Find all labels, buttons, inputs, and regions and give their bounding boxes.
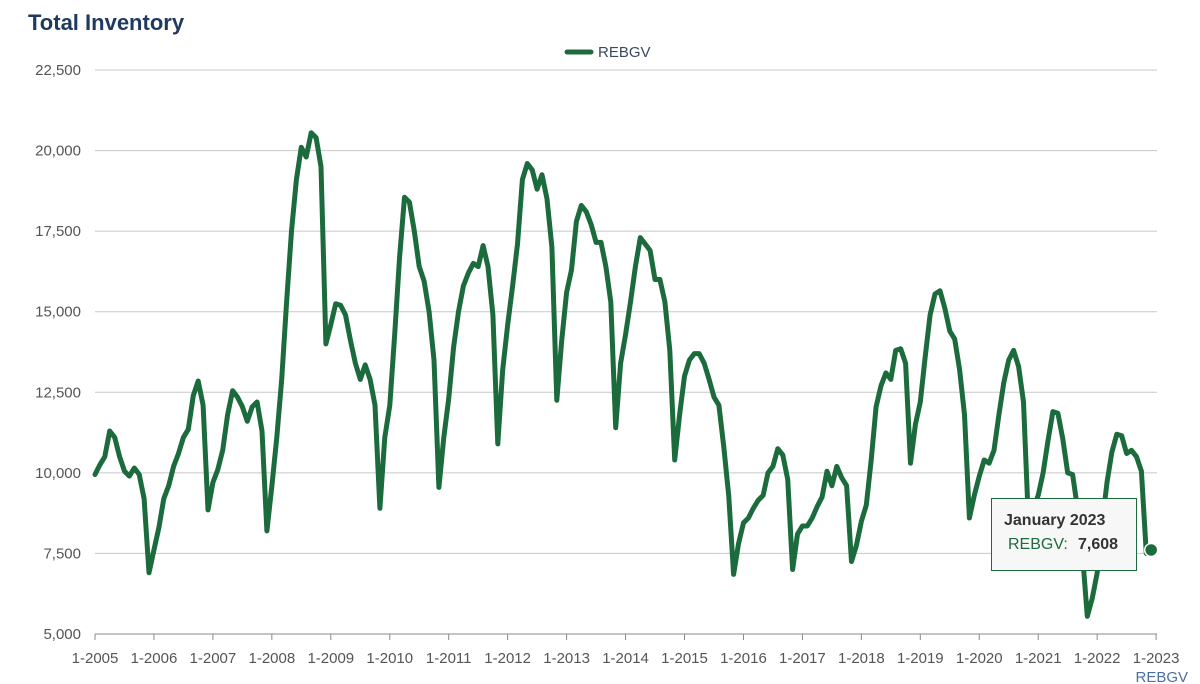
tooltip-title: January 2023: [1004, 512, 1106, 529]
y-tick-label: 10,000: [35, 465, 81, 482]
legend[interactable]: REBGV: [564, 44, 651, 61]
y-axis-labels: 5,000 7,500 10,000 12,500 15,000 17,500 20,000…: [35, 62, 81, 643]
x-tick-label: 1-2018: [838, 650, 885, 667]
x-tick-label: 1-2021: [1015, 650, 1062, 667]
x-tick-label: 1-2019: [897, 650, 944, 667]
series-line-rebgv[interactable]: [92, 130, 1154, 619]
y-tick-label: 22,500: [35, 62, 81, 79]
x-tick-label: 1-2020: [956, 650, 1003, 667]
legend-label-rebgv: REBGV: [598, 44, 651, 61]
x-tick-label: 1-2010: [366, 650, 413, 667]
tooltip-value: 7,608: [1078, 536, 1119, 553]
x-tick-label: 1-2013: [543, 650, 590, 667]
y-tick-label: 5,000: [43, 626, 81, 643]
x-tick-label: 1-2012: [484, 650, 531, 667]
y-tick-label: 17,500: [35, 223, 81, 240]
y-tick-label: 7,500: [43, 545, 81, 562]
x-tick-label: 1-2007: [190, 650, 237, 667]
x-tick-label: 1-2015: [661, 650, 708, 667]
y-tick-label: 15,000: [35, 304, 81, 321]
x-axis: 1-2005 1-2006 1-2007 1-2008 1-2009 1-2010 1-20…: [72, 634, 1180, 667]
series-layer: [92, 130, 1159, 619]
x-tick-label: 1-2011: [426, 650, 472, 667]
x-tick-label: 1-2016: [720, 650, 767, 667]
data-tooltip: January 2023 REBGV: 7,608: [991, 498, 1137, 571]
x-tick-label: 1-2009: [307, 650, 354, 667]
x-tick-label: 1-2017: [779, 650, 826, 667]
x-tick-label: 1-2006: [131, 650, 178, 667]
chart-credit[interactable]: REBGV: [1135, 669, 1188, 684]
x-tick-label: 1-2014: [602, 650, 649, 667]
x-tick-label: 1-2005: [72, 650, 119, 667]
x-tick-label: 1-2023: [1133, 650, 1180, 667]
x-tick-label: 1-2022: [1074, 650, 1121, 667]
y-tick-label: 12,500: [35, 384, 81, 401]
x-tick-label: 1-2008: [248, 650, 295, 667]
highlighted-data-point[interactable]: [1143, 542, 1159, 558]
tooltip-series-label: REBGV:: [1008, 536, 1068, 553]
y-tick-label: 20,000: [35, 143, 81, 160]
chart-title: Total Inventory: [28, 10, 185, 35]
grid-lines: [95, 69, 1157, 554]
